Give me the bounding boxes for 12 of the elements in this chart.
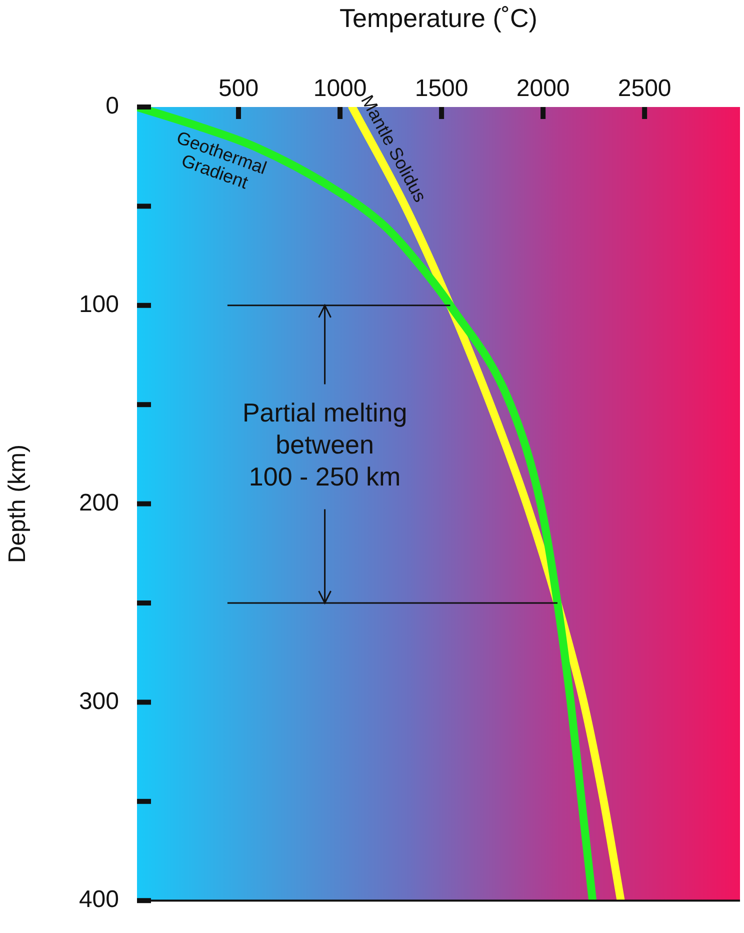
annotation: Partial melting between 100 - 250 km [242,397,408,492]
y-axis-title: Depth (km) [4,444,32,564]
y-tick-label: 200 [78,489,119,516]
y-tick-label: 0 [106,92,119,120]
x-tick-label: 2500 [618,75,672,102]
x-tick-label: 2000 [516,75,570,102]
x-tick-label: 1500 [414,75,468,102]
y-tick-label: 300 [78,688,119,715]
y-tick-label: 100 [78,291,119,318]
x-axis-title: Temperature (˚C) [340,2,538,33]
x-tick-label: 500 [218,75,259,102]
y-tick-label: 400 [78,886,119,914]
